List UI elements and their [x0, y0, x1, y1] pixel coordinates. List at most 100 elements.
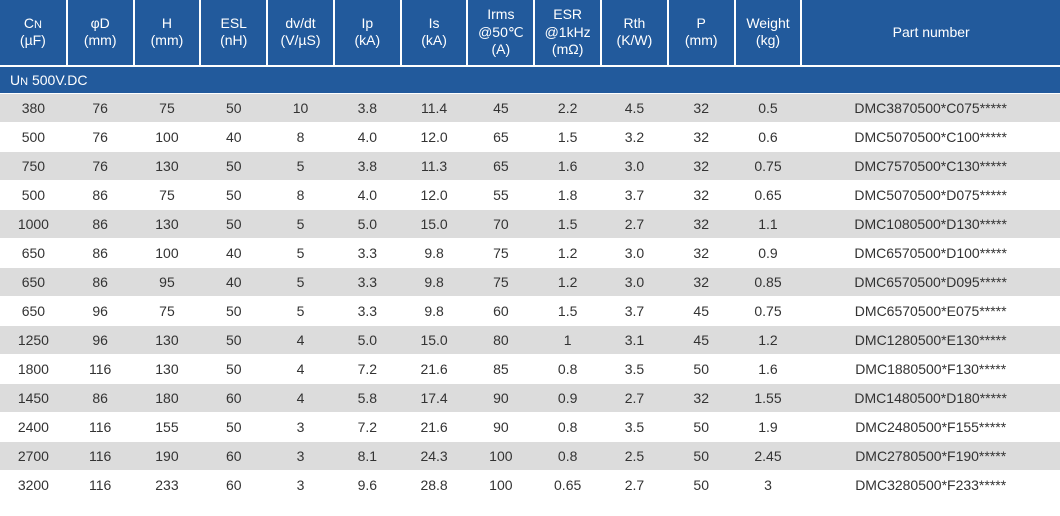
data-cell: 12.0 [401, 180, 468, 209]
data-cell: 3 [735, 470, 802, 499]
data-cell: 130 [134, 325, 201, 354]
data-cell: 32 [668, 151, 735, 180]
header-line: (mΩ) [552, 41, 583, 57]
data-cell: 50 [200, 180, 267, 209]
data-cell: 7.2 [334, 412, 401, 441]
data-cell: 96 [67, 325, 134, 354]
data-cell: 65 [467, 122, 534, 151]
data-cell: 9.8 [401, 296, 468, 325]
table-row: 65096755053.39.8601.53.7450.75DMC6570500… [0, 296, 1060, 325]
data-cell: 50 [200, 325, 267, 354]
data-cell: 3.7 [601, 180, 668, 209]
header-line: (kg) [756, 32, 780, 48]
part-number-cell: DMC7570500*C130***** [801, 151, 1060, 180]
data-cell: 2.7 [601, 209, 668, 238]
column-header: φD(mm) [67, 0, 134, 66]
data-cell: 3.8 [334, 93, 401, 122]
header-line: (mm) [84, 32, 117, 48]
data-cell: 50 [200, 209, 267, 238]
header-line: @50℃ [478, 24, 524, 40]
part-number-cell: DMC5070500*D075***** [801, 180, 1060, 209]
data-cell: 3.3 [334, 238, 401, 267]
data-cell: 3.3 [334, 296, 401, 325]
header-line: (kA) [421, 32, 447, 48]
data-cell: 0.75 [735, 296, 802, 325]
data-cell: 50 [200, 296, 267, 325]
data-cell: 5.0 [334, 325, 401, 354]
data-cell: 40 [200, 238, 267, 267]
data-cell: 28.8 [401, 470, 468, 499]
data-cell: 0.8 [534, 354, 601, 383]
data-cell: 2.2 [534, 93, 601, 122]
data-cell: 5.8 [334, 383, 401, 412]
column-header: P(mm) [668, 0, 735, 66]
data-cell: 32 [668, 122, 735, 151]
data-cell: 32 [668, 383, 735, 412]
header-line: dv/dt [285, 15, 315, 31]
data-cell: 3.0 [601, 238, 668, 267]
data-cell: 5 [267, 238, 334, 267]
data-cell: 2.7 [601, 470, 668, 499]
data-cell: 17.4 [401, 383, 468, 412]
column-header: Part number [801, 0, 1060, 66]
data-cell: 130 [134, 151, 201, 180]
data-cell: 75 [134, 296, 201, 325]
header-line: Ip [361, 15, 373, 31]
data-cell: 60 [467, 296, 534, 325]
data-cell: 5 [267, 267, 334, 296]
data-cell: 1.2 [534, 267, 601, 296]
data-cell: 7.2 [334, 354, 401, 383]
part-number-cell: DMC1280500*E130***** [801, 325, 1060, 354]
data-cell: 1.6 [735, 354, 802, 383]
header-line: (nH) [220, 32, 247, 48]
data-cell: 3 [267, 441, 334, 470]
data-cell: 2.5 [601, 441, 668, 470]
column-header: Irms@50℃(A) [467, 0, 534, 66]
data-cell: 50 [200, 93, 267, 122]
data-cell: 8 [267, 122, 334, 151]
data-cell: 3.8 [334, 151, 401, 180]
data-cell: 15.0 [401, 325, 468, 354]
header-line: (µF) [20, 32, 46, 48]
header-line: Weight [746, 15, 789, 31]
data-cell: 0.65 [534, 470, 601, 499]
part-number-cell: DMC3280500*F233***** [801, 470, 1060, 499]
data-cell: 40 [200, 267, 267, 296]
data-cell: 0.6 [735, 122, 802, 151]
data-cell: 100 [134, 238, 201, 267]
header-line: (mm) [151, 32, 184, 48]
data-cell: 0.75 [735, 151, 802, 180]
data-cell: 60 [200, 383, 267, 412]
data-cell: 1.5 [534, 209, 601, 238]
data-cell: 116 [67, 412, 134, 441]
data-cell: 11.3 [401, 151, 468, 180]
data-cell: 190 [134, 441, 201, 470]
data-cell: 50 [200, 354, 267, 383]
section-row: UN 500V.DC [0, 66, 1060, 94]
data-cell: 45 [668, 325, 735, 354]
data-cell: 0.85 [735, 267, 802, 296]
data-cell: 1.2 [534, 238, 601, 267]
table-row: 50086755084.012.0551.83.7320.65DMC507050… [0, 180, 1060, 209]
data-cell: 650 [0, 296, 67, 325]
data-cell: 21.6 [401, 354, 468, 383]
header-line: ESR [553, 6, 582, 22]
data-cell: 4 [267, 325, 334, 354]
data-cell: 100 [134, 122, 201, 151]
data-cell: 3 [267, 470, 334, 499]
table-row: 65086954053.39.8751.23.0320.85DMC6570500… [0, 267, 1060, 296]
column-header: ESL(nH) [200, 0, 267, 66]
data-cell: 12.0 [401, 122, 468, 151]
data-cell: 9.8 [401, 238, 468, 267]
data-cell: 76 [67, 122, 134, 151]
column-header: CN(µF) [0, 0, 67, 66]
header-line: Irms [487, 6, 514, 22]
data-cell: 1.9 [735, 412, 802, 441]
data-cell: 86 [67, 267, 134, 296]
data-cell: 3.0 [601, 151, 668, 180]
header-line: Part number [893, 24, 970, 40]
part-number-cell: DMC6570500*D100***** [801, 238, 1060, 267]
table-row: 750761305053.811.3651.63.0320.75DMC75705… [0, 151, 1060, 180]
part-number-cell: DMC1080500*D130***** [801, 209, 1060, 238]
data-cell: 116 [67, 470, 134, 499]
